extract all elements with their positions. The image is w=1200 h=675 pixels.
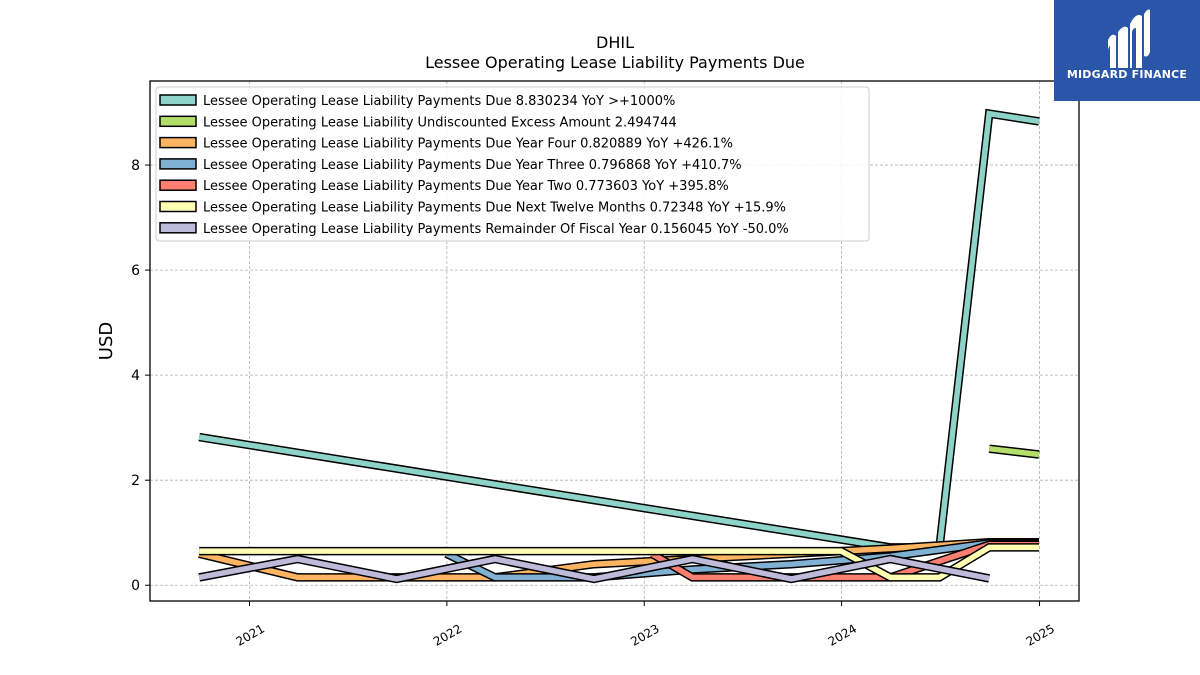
logo-mark-icon: [1108, 9, 1150, 69]
legend-label-6: Lessee Operating Lease Liability Payment…: [203, 222, 789, 237]
x-tick-label: 2025: [1024, 621, 1057, 648]
legend-label-0: Lessee Operating Lease Liability Payment…: [203, 94, 675, 109]
legend-swatch-0: [159, 94, 197, 106]
legend-box: [155, 86, 870, 242]
x-tick-label: 2022: [431, 621, 464, 648]
y-tick-label: 8: [131, 158, 140, 174]
x-tick-label: 2024: [826, 621, 859, 648]
series-layer: [198, 108, 1040, 584]
legend-swatch-5: [159, 200, 197, 213]
y-tick-label: 2: [131, 473, 140, 489]
x-tick-label: 2021: [234, 621, 267, 648]
series-line-5: [199, 543, 1039, 582]
legend-label-4: Lessee Operating Lease Liability Payment…: [203, 179, 729, 194]
series-line-6: [198, 554, 991, 584]
brand-logo: MIDGARD FINANCE: [1054, 0, 1200, 101]
chart-subtitle: Lessee Operating Lease Liability Payment…: [425, 53, 805, 72]
series-stroke: [198, 556, 990, 582]
y-tick-label: 6: [131, 263, 140, 279]
chart-title: DHIL: [596, 33, 634, 52]
series-stroke: [198, 539, 1039, 581]
legend-label-2: Lessee Operating Lease Liability Payment…: [203, 137, 733, 152]
legend-swatch-3: [159, 158, 197, 170]
plot-frame: [149, 80, 1080, 602]
legend-swatch-2: [159, 136, 197, 149]
y-tick-label: 4: [131, 368, 140, 384]
legend-label-1: Lessee Operating Lease Liability Undisco…: [203, 115, 677, 130]
series-stroke: [988, 445, 1040, 458]
legend-swatch-4: [159, 179, 197, 191]
legend-swatch-6: [159, 222, 197, 234]
series-line-1: [988, 444, 1040, 459]
legend: Lessee Operating Lease Liability Payment…: [155, 86, 870, 242]
legend-label-5: Lessee Operating Lease Liability Payment…: [203, 201, 786, 216]
y-tick-label: 0: [131, 578, 140, 594]
logo-text: MIDGARD FINANCE: [1066, 68, 1188, 81]
series-line-2: [198, 537, 1039, 582]
y-axis-label: USD: [96, 322, 117, 360]
x-tick-label: 2023: [628, 621, 661, 648]
legend-swatch-1: [159, 115, 197, 128]
legend-label-3: Lessee Operating Lease Liability Payment…: [203, 158, 742, 173]
series-stroke: [199, 544, 1039, 581]
